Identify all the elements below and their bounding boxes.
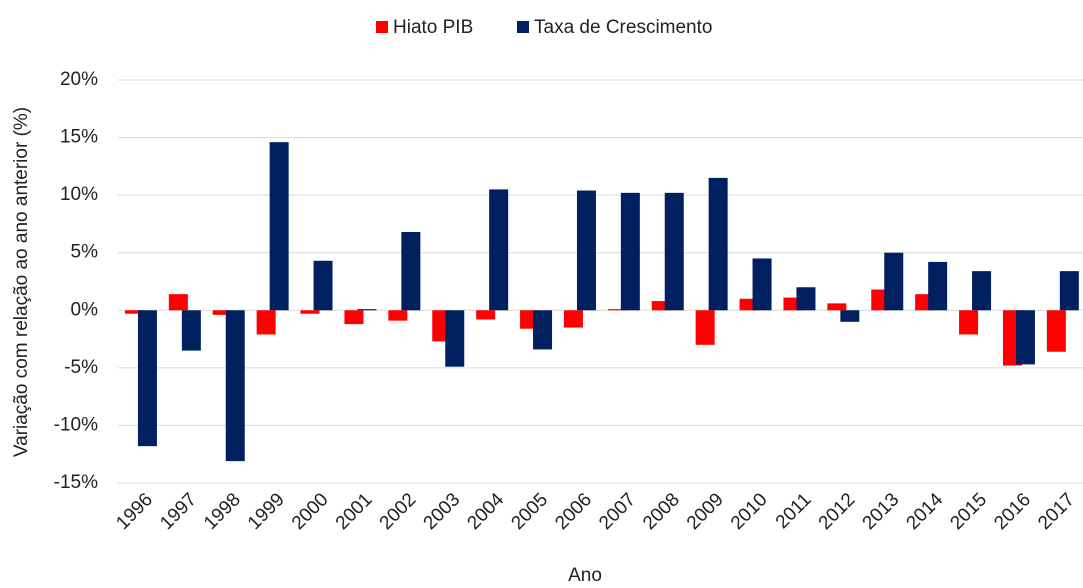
x-tick-label: 1998 (200, 489, 245, 534)
x-tick-label: 2007 (595, 489, 640, 534)
x-tick-label: 2004 (463, 489, 508, 534)
bar (563, 310, 583, 328)
bar (212, 310, 232, 315)
x-tick-label: 1997 (156, 489, 201, 534)
bar (168, 294, 188, 311)
bar (533, 310, 553, 350)
x-tick-label: 2002 (376, 489, 421, 534)
bar (1046, 310, 1066, 352)
y-tick-label: 15% (60, 127, 98, 148)
bar (256, 310, 276, 335)
bar (752, 258, 772, 311)
bar (181, 310, 201, 351)
bar (576, 190, 596, 311)
x-tick-label: 2011 (772, 489, 816, 533)
y-tick-label: -15% (54, 472, 98, 493)
legend-swatch (376, 21, 388, 33)
bar (651, 301, 671, 311)
bar (620, 192, 640, 311)
x-tick-label: 2017 (1034, 489, 1079, 534)
bar (388, 310, 408, 321)
x-tick-label: 2000 (288, 489, 333, 534)
bar (959, 310, 979, 335)
bar (476, 310, 496, 320)
y-tick-label: 10% (60, 184, 98, 205)
x-tick-label: 2010 (727, 489, 772, 534)
bar (607, 309, 627, 311)
bar (300, 310, 320, 314)
bar (445, 310, 465, 367)
bar (972, 271, 992, 311)
legend-label: Hiato PIB (393, 17, 473, 38)
x-tick-label: 2008 (639, 489, 684, 534)
bar (796, 287, 816, 311)
bar (708, 177, 728, 311)
bar (344, 310, 364, 325)
bar (664, 192, 684, 311)
bar (739, 298, 759, 311)
x-axis-title: Ano (568, 565, 602, 586)
x-tick-label: 2012 (815, 489, 860, 534)
bar (884, 252, 904, 311)
bar (1015, 310, 1035, 365)
legend-label: Taxa de Crescimento (534, 17, 712, 38)
y-tick-label: 5% (71, 242, 99, 263)
bar (137, 310, 157, 447)
x-tick-label: 1999 (244, 489, 289, 534)
bar (489, 189, 509, 311)
bar (840, 310, 860, 322)
y-tick-label: 0% (71, 299, 99, 320)
x-tick-label: 2009 (683, 489, 728, 534)
bar (401, 231, 421, 311)
x-tick-label: 1996 (112, 489, 157, 534)
x-tick-label: 2016 (990, 489, 1035, 534)
x-tick-label: 2005 (507, 489, 552, 534)
y-axis-title: Variação com relação ao ano anterior (%) (11, 107, 32, 457)
x-tick-label: 2014 (902, 489, 947, 534)
bar (827, 303, 847, 311)
bar (357, 309, 377, 311)
x-tick-label: 2015 (946, 489, 991, 534)
x-tick-label: 2003 (420, 489, 465, 534)
bar (225, 310, 245, 462)
y-tick-label: -5% (64, 357, 98, 378)
y-tick-label: 20% (60, 69, 98, 90)
x-tick-label: 2001 (332, 489, 377, 534)
bar (928, 261, 948, 311)
bar (269, 142, 289, 311)
bar (124, 310, 144, 314)
bar (313, 260, 333, 311)
x-tick-label: 2006 (551, 489, 596, 534)
y-tick-label: -10% (54, 414, 98, 435)
bar (695, 310, 715, 345)
bar (1059, 271, 1079, 311)
x-tick-label: 2013 (859, 489, 904, 534)
legend-swatch (517, 21, 529, 33)
